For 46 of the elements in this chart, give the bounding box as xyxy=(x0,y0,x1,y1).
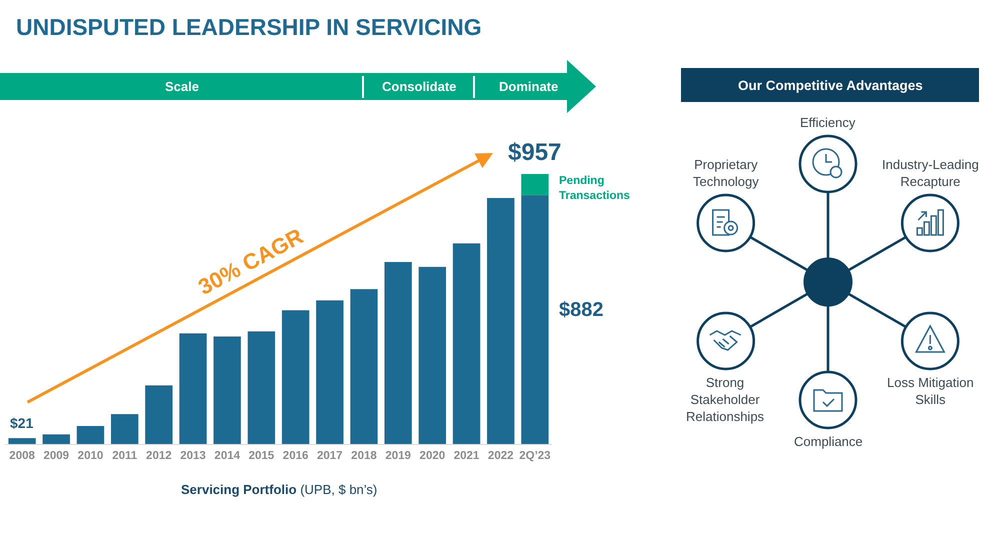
bar xyxy=(521,174,549,196)
data-label: $21 xyxy=(10,415,34,431)
category-label: Industry-Leading Recapture xyxy=(882,157,979,189)
x-tick-label: 2012 xyxy=(146,450,172,462)
bar xyxy=(179,333,207,444)
x-tick-label: 2010 xyxy=(78,450,104,462)
category-label: Compliance xyxy=(794,434,863,449)
x-tick-label: 2008 xyxy=(9,450,36,462)
bar xyxy=(76,426,104,444)
x-tick-label: 2017 xyxy=(316,450,343,462)
category-label: Strong Stakeholder Relationships xyxy=(686,375,765,424)
x-tick-label: 2015 xyxy=(248,450,275,462)
x-tick-label: 2020 xyxy=(420,450,446,462)
text: Our Competitive Advantages xyxy=(738,78,923,93)
bar xyxy=(248,331,276,444)
x-tick-label: 2019 xyxy=(385,450,411,462)
bar xyxy=(8,438,36,444)
category-label: Efficiency xyxy=(800,115,856,130)
x-tick-label: 2014 xyxy=(214,450,241,462)
x-axis-title: Servicing Portfolio (UPB, $ bn’s) xyxy=(181,482,378,497)
bar xyxy=(110,414,138,444)
bar xyxy=(145,385,173,444)
bar xyxy=(452,243,480,444)
bar xyxy=(350,289,378,444)
bar xyxy=(418,266,446,444)
bar xyxy=(214,336,241,444)
bar xyxy=(316,300,344,444)
bar xyxy=(384,262,412,444)
x-tick-label: 2009 xyxy=(43,450,70,462)
chart-title: UNDISPUTED LEADERSHIP IN SERVICING xyxy=(16,14,482,40)
text: $882 xyxy=(559,299,604,321)
x-tick-label: 2016 xyxy=(282,450,308,462)
category-label: Loss Mitigation Skills xyxy=(887,375,974,407)
series-label: Pending Transactions xyxy=(559,175,630,202)
bar xyxy=(42,434,70,444)
bar xyxy=(521,195,549,444)
x-tick-label: 2011 xyxy=(112,450,138,462)
x-tick-label: 2018 xyxy=(351,450,378,462)
bar xyxy=(487,198,514,444)
x-tick-label: 2Q’23 xyxy=(519,450,551,462)
total-label: $957 xyxy=(508,139,562,166)
bar xyxy=(282,310,310,444)
x-tick-label: 2021 xyxy=(454,450,480,462)
x-tick-label: 2013 xyxy=(180,450,206,462)
x-tick-label: 2022 xyxy=(488,450,514,462)
category-label: Proprietary Technology xyxy=(693,157,760,189)
